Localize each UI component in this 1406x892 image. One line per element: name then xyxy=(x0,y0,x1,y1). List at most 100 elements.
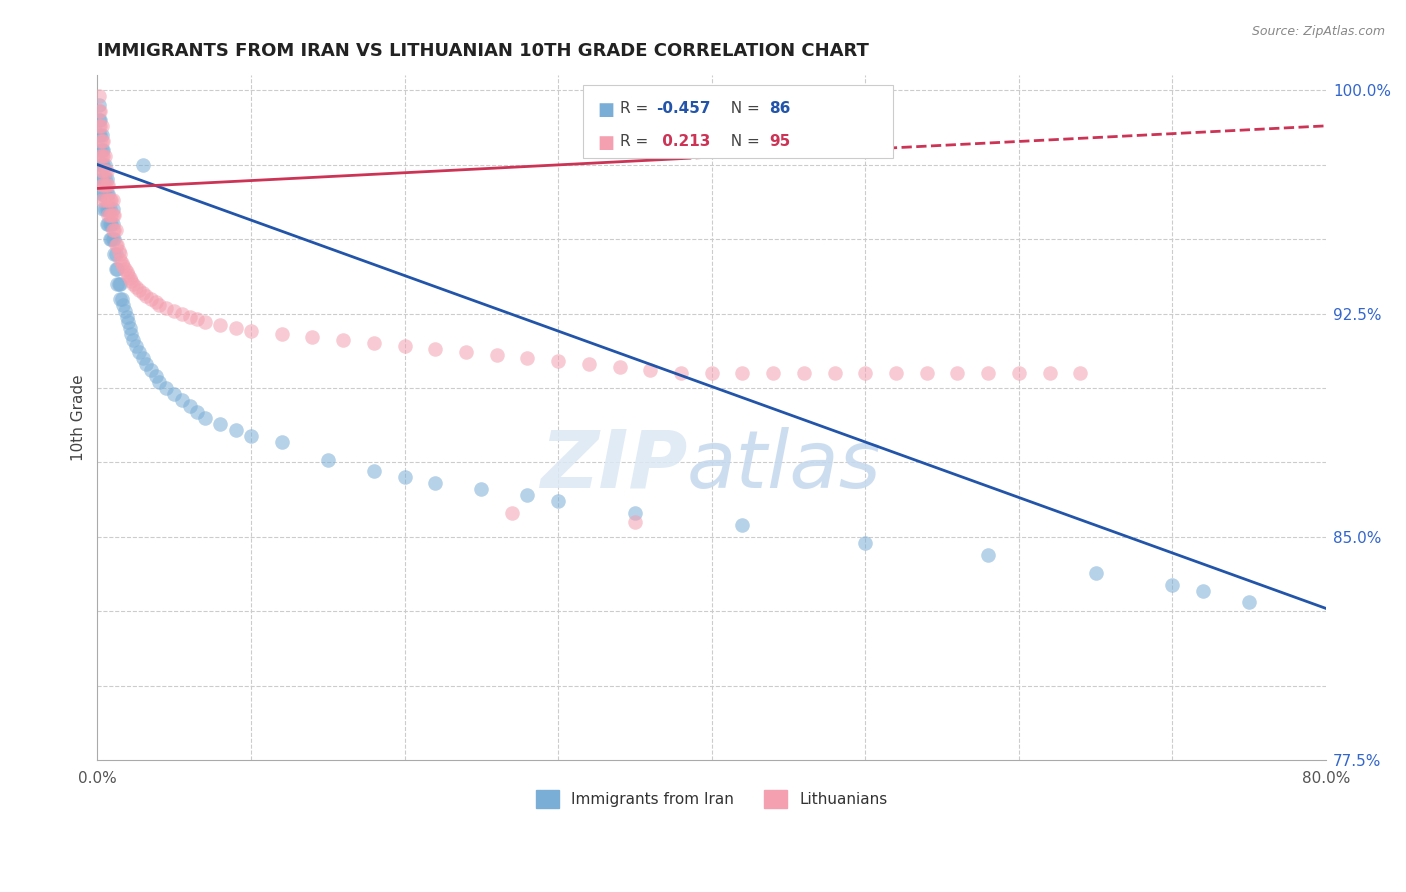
Point xyxy=(363,336,385,351)
Point xyxy=(93,148,115,162)
Point xyxy=(97,194,120,208)
Point xyxy=(135,288,157,302)
Point xyxy=(977,548,1000,562)
Point xyxy=(89,134,111,148)
Point xyxy=(93,178,115,193)
Point xyxy=(103,208,125,222)
Point xyxy=(700,366,723,380)
Point xyxy=(132,158,155,172)
Point xyxy=(100,208,122,222)
Point xyxy=(104,238,127,252)
Point xyxy=(105,238,128,252)
Point xyxy=(624,515,647,529)
Point xyxy=(104,247,127,261)
Point xyxy=(270,327,292,342)
Point xyxy=(91,143,114,157)
Point xyxy=(91,178,114,193)
Point xyxy=(94,148,117,162)
Point xyxy=(100,232,122,246)
Point xyxy=(91,158,114,172)
Text: R =: R = xyxy=(620,134,654,149)
Point xyxy=(155,301,177,315)
Point xyxy=(91,128,114,142)
Point xyxy=(101,217,124,231)
Point xyxy=(915,366,938,380)
Point xyxy=(98,217,121,231)
Point xyxy=(98,208,121,222)
Point xyxy=(118,270,141,285)
Point xyxy=(118,321,141,335)
Point xyxy=(101,202,124,217)
Point xyxy=(94,194,117,208)
Point xyxy=(114,261,136,276)
Point xyxy=(135,357,157,371)
Text: R =: R = xyxy=(620,101,654,116)
Point xyxy=(425,476,447,491)
Text: N =: N = xyxy=(721,101,765,116)
Point xyxy=(103,232,125,246)
Point xyxy=(96,202,118,217)
Point xyxy=(454,345,477,359)
Point xyxy=(132,351,155,366)
Point xyxy=(101,208,124,222)
Point xyxy=(316,452,339,467)
Point xyxy=(1192,583,1215,598)
Point xyxy=(578,357,600,371)
Point xyxy=(148,375,170,389)
Point xyxy=(170,306,193,320)
Point xyxy=(101,194,124,208)
Point xyxy=(501,506,523,520)
Point xyxy=(624,506,647,520)
Point xyxy=(120,274,142,288)
Point xyxy=(394,470,416,484)
Point xyxy=(121,334,143,348)
Point xyxy=(225,321,247,335)
Point xyxy=(132,285,155,300)
Point xyxy=(89,119,111,133)
Point xyxy=(97,178,120,193)
Point xyxy=(270,434,292,449)
Point xyxy=(87,128,110,142)
Point xyxy=(128,283,150,297)
Point xyxy=(89,148,111,162)
Point xyxy=(547,354,569,368)
Point xyxy=(225,423,247,437)
Point xyxy=(946,366,969,380)
Point xyxy=(91,194,114,208)
Point xyxy=(1084,566,1107,580)
Point xyxy=(91,187,114,202)
Point xyxy=(121,277,143,291)
Point xyxy=(97,187,120,202)
Point xyxy=(104,261,127,276)
Point xyxy=(301,330,323,344)
Point xyxy=(731,366,754,380)
Point xyxy=(96,194,118,208)
Point xyxy=(98,232,121,246)
Text: N =: N = xyxy=(721,134,765,149)
Point xyxy=(470,483,492,497)
Point xyxy=(98,202,121,217)
Point xyxy=(1239,595,1261,609)
Point xyxy=(853,366,876,380)
Point xyxy=(638,363,661,377)
Point xyxy=(104,223,127,237)
Point xyxy=(93,158,115,172)
Point xyxy=(363,464,385,478)
Point xyxy=(108,244,131,258)
Point xyxy=(96,217,118,231)
Point xyxy=(89,103,111,118)
Point xyxy=(100,194,122,208)
Point xyxy=(103,223,125,237)
Point xyxy=(111,256,134,270)
Point xyxy=(1008,366,1031,380)
Point xyxy=(547,494,569,508)
Point xyxy=(139,363,162,377)
Point xyxy=(103,247,125,261)
Point xyxy=(98,194,121,208)
Point xyxy=(91,119,114,133)
Point xyxy=(148,297,170,311)
Point xyxy=(145,369,167,384)
Point xyxy=(112,259,135,273)
Point xyxy=(117,316,139,330)
Point xyxy=(115,265,138,279)
